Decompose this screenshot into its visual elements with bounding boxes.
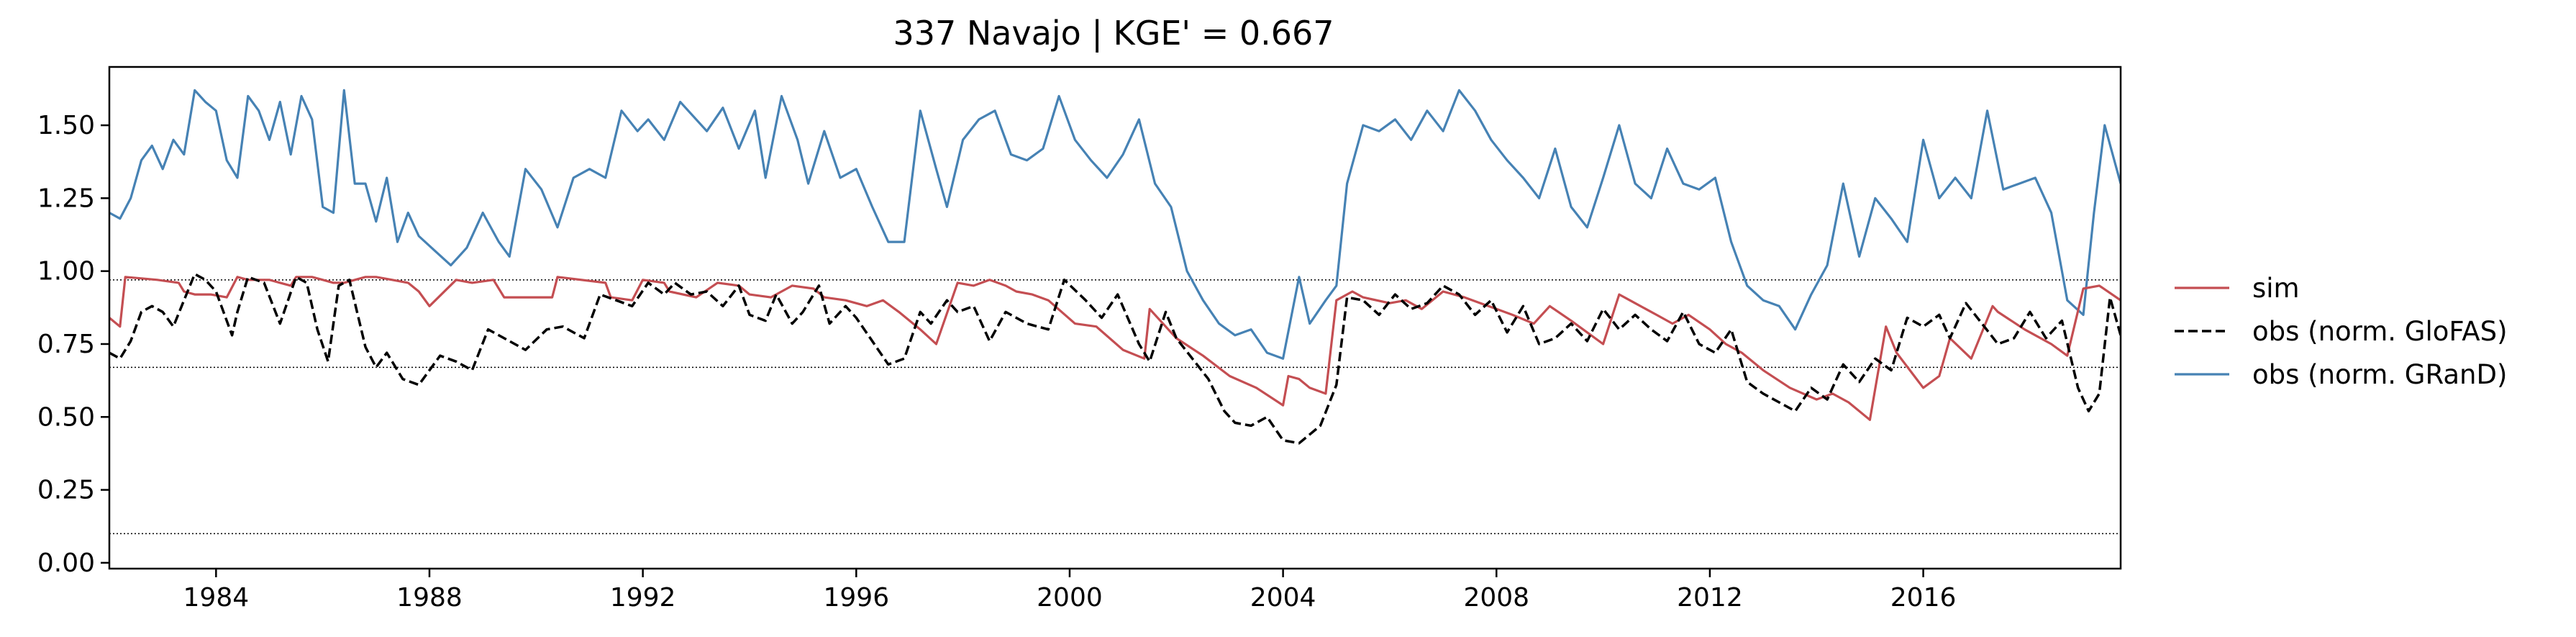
legend-label-2: obs (norm. GRanD) bbox=[2252, 359, 2507, 390]
x-tick-label-2: 1992 bbox=[610, 583, 676, 613]
y-tick-label-2: 0.50 bbox=[37, 402, 95, 432]
x-axis: 1984 1988 1992 1996 2000 2004 2008 2012 2016 bbox=[183, 569, 1957, 613]
x-tick-label-4: 2000 bbox=[1037, 583, 1103, 613]
series-line-2 bbox=[109, 89, 2121, 360]
y-tick-label-4: 1.00 bbox=[37, 257, 95, 286]
series-line-1 bbox=[109, 272, 2121, 445]
x-tick-label-0: 1984 bbox=[183, 583, 250, 613]
y-tick-label-3: 0.75 bbox=[37, 330, 95, 359]
y-tick-label-1: 0.25 bbox=[37, 476, 95, 505]
legend-label-0: sim bbox=[2252, 273, 2300, 304]
legend-label-1: obs (norm. GloFAS) bbox=[2252, 316, 2508, 347]
x-tick-label-3: 1996 bbox=[823, 583, 889, 613]
plot-area bbox=[108, 65, 2122, 570]
y-axis: 0.00 0.25 0.50 0.75 1.00 1.25 1.50 bbox=[37, 111, 109, 578]
x-tick-label-6: 2008 bbox=[1463, 583, 1529, 613]
x-tick-label-1: 1988 bbox=[396, 583, 463, 613]
chart-title: 337 Navajo | KGE' = 0.667 bbox=[893, 14, 1334, 53]
y-tick-label-0: 0.00 bbox=[37, 548, 95, 578]
series-line-0 bbox=[109, 276, 2121, 421]
x-tick-label-7: 2012 bbox=[1677, 583, 1743, 613]
y-tick-label-5: 1.25 bbox=[37, 184, 95, 213]
x-tick-label-5: 2004 bbox=[1250, 583, 1316, 613]
y-tick-label-6: 1.50 bbox=[37, 111, 95, 140]
plot-frame bbox=[108, 65, 2122, 570]
legend: sim obs (norm. GloFAS) obs (norm. GRanD) bbox=[2175, 273, 2508, 390]
x-tick-label-8: 2016 bbox=[1890, 583, 1957, 613]
